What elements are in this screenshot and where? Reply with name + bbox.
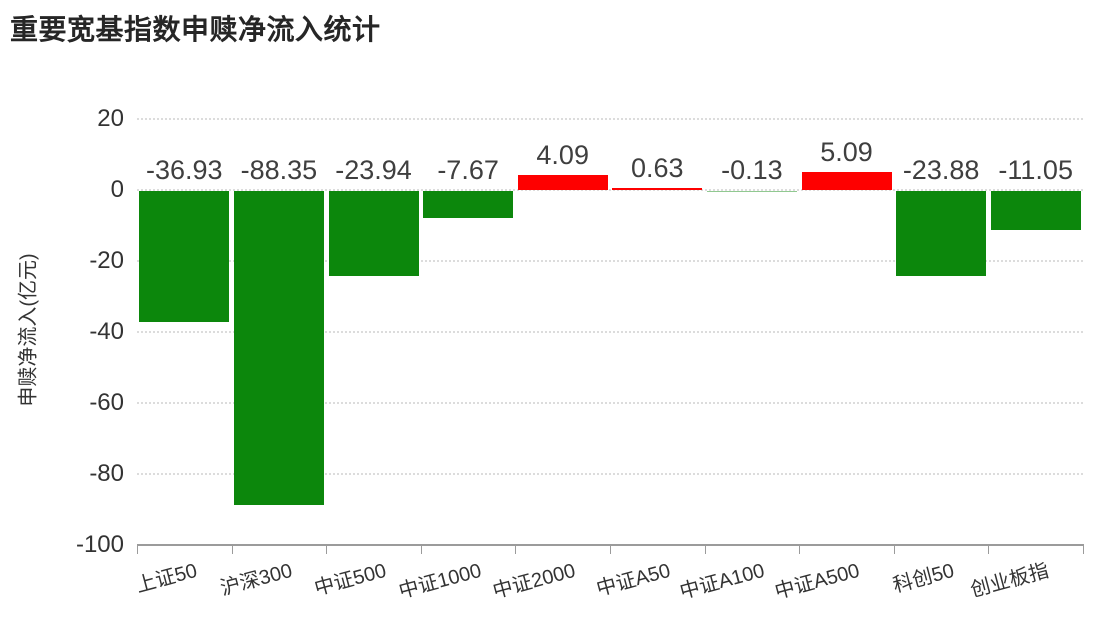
x-axis-line bbox=[137, 544, 1084, 546]
bar-中证A50 bbox=[612, 188, 703, 190]
y-tick-label: -80 bbox=[89, 460, 124, 487]
x-tick-label: 中证A50 bbox=[593, 559, 673, 601]
y-tick-label: -40 bbox=[89, 318, 124, 345]
gridline bbox=[137, 473, 1083, 475]
x-axis-tick bbox=[988, 546, 990, 554]
gridline bbox=[137, 402, 1083, 404]
x-tick-label: 创业板指 bbox=[967, 559, 1051, 602]
x-axis-tick bbox=[231, 546, 233, 554]
gridline bbox=[137, 118, 1083, 120]
y-tick-label: 0 bbox=[110, 176, 124, 203]
x-axis-tick bbox=[610, 546, 611, 554]
gridline bbox=[137, 331, 1083, 333]
y-tick-label: -100 bbox=[75, 531, 124, 558]
bar-中证A100 bbox=[706, 191, 797, 192]
gridline bbox=[137, 189, 1083, 191]
chart-title: 重要宽基指数申赎净流入统计 bbox=[10, 14, 381, 45]
x-axis-tick bbox=[326, 546, 328, 554]
bar-value-label: 0.63 bbox=[631, 153, 684, 183]
x-axis-tick bbox=[515, 546, 517, 554]
y-axis-title: 申赎净流入(亿元) bbox=[17, 253, 40, 407]
x-axis-tick bbox=[137, 546, 138, 554]
x-tick-label: 科创50 bbox=[890, 559, 957, 598]
bar-value-label: -7.67 bbox=[437, 155, 499, 185]
x-tick-label: 沪深300 bbox=[217, 559, 295, 601]
y-tick-label: 20 bbox=[97, 105, 124, 132]
bar-科创50 bbox=[896, 191, 987, 276]
x-tick-label: 上证50 bbox=[133, 559, 200, 598]
gridline bbox=[137, 260, 1083, 262]
x-axis-tick bbox=[893, 546, 895, 554]
bar-value-label: 4.09 bbox=[536, 140, 589, 170]
bar-value-label: 5.09 bbox=[820, 137, 873, 167]
bar-沪深300 bbox=[233, 191, 324, 505]
y-tick-label: -20 bbox=[89, 247, 124, 274]
bar-中证2000 bbox=[517, 175, 608, 190]
bar-value-label: -88.35 bbox=[240, 155, 318, 185]
x-axis-tick bbox=[704, 546, 706, 554]
bar-value-label: -23.94 bbox=[335, 155, 412, 185]
bar-中证A500 bbox=[801, 172, 892, 190]
bar-创业板指 bbox=[990, 191, 1081, 230]
x-tick-label: 中证A500 bbox=[772, 559, 862, 604]
x-tick-label: 中证2000 bbox=[490, 559, 578, 603]
x-axis-tick bbox=[799, 546, 801, 554]
x-axis-tick bbox=[420, 546, 422, 554]
x-tick-label: 中证1000 bbox=[396, 559, 484, 603]
x-tick-label: 中证A100 bbox=[677, 559, 768, 604]
bar-value-label: -0.13 bbox=[721, 155, 783, 185]
bar-上证50 bbox=[139, 191, 230, 322]
bar-value-label: -11.05 bbox=[998, 155, 1073, 185]
bar-value-label: -23.88 bbox=[902, 155, 980, 185]
bar-value-label: -36.93 bbox=[146, 155, 223, 185]
bar-中证1000 bbox=[423, 191, 514, 218]
x-tick-label: 中证500 bbox=[312, 559, 389, 601]
y-tick-label: -60 bbox=[89, 389, 124, 416]
bar-中证500 bbox=[328, 191, 419, 276]
x-axis-tick bbox=[1083, 546, 1084, 554]
